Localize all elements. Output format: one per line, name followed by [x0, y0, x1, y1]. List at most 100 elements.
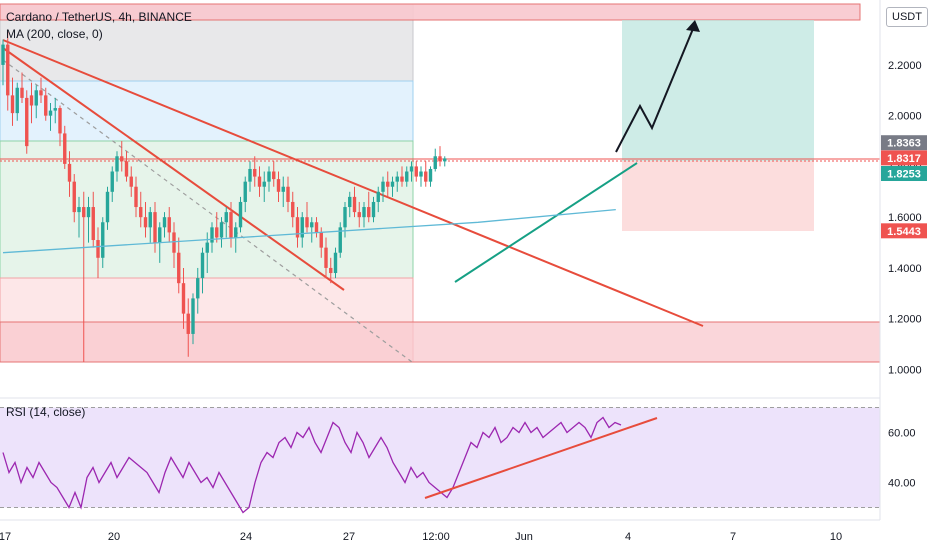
- candle: [248, 161, 252, 192]
- candle: [210, 222, 214, 253]
- candle-body: [234, 227, 238, 238]
- trendline-red-short: [2, 47, 345, 291]
- candle-body: [200, 252, 205, 279]
- candle: [295, 207, 300, 248]
- candle-body: [167, 217, 171, 233]
- candle: [172, 222, 176, 268]
- candle-body: [110, 171, 114, 192]
- candle-body: [77, 207, 81, 213]
- candle: [314, 217, 319, 238]
- candle-body: [438, 156, 442, 162]
- candle: [200, 247, 205, 294]
- candle: [272, 161, 276, 187]
- price-axis[interactable]: 2.20002.00001.80001.60001.40001.20001.00…: [888, 60, 922, 377]
- projection-arrow-head: [686, 20, 700, 32]
- candle-body: [143, 217, 148, 228]
- candle-body: [272, 171, 276, 180]
- support-zone: [0, 321, 881, 363]
- candle: [15, 82, 19, 121]
- candle-body: [153, 212, 157, 243]
- candle-body: [333, 252, 338, 274]
- candle: [400, 166, 404, 187]
- candle-body: [82, 207, 86, 218]
- blue-zone: [0, 80, 414, 142]
- price-badge: 1.5443: [881, 223, 927, 239]
- candle: [433, 148, 437, 172]
- candle: [72, 174, 76, 223]
- candle-body: [120, 156, 124, 162]
- price-badge: 1.8363: [881, 135, 927, 151]
- rsi-tick-label: 60.00: [888, 428, 916, 440]
- candle-body: [186, 313, 190, 334]
- candle: [148, 207, 152, 243]
- candle-body: [305, 217, 309, 228]
- candle: [25, 90, 29, 154]
- candle-body: [300, 217, 304, 238]
- candle-body: [243, 181, 247, 202]
- candle: [262, 171, 266, 202]
- candle: [162, 212, 167, 238]
- candle-body: [376, 191, 380, 202]
- time-tick-label: 17: [0, 531, 11, 543]
- candle-body: [34, 90, 38, 106]
- price-tick-label: 1.2000: [888, 314, 922, 326]
- time-axis[interactable]: 17 20 24 27 12:00 Jun 4 7 10: [0, 531, 842, 543]
- price-badge-text: 1.8317: [887, 153, 921, 165]
- candle: [257, 166, 262, 197]
- candle: [91, 191, 95, 248]
- candle-body: [58, 108, 62, 134]
- candle: [348, 191, 352, 218]
- candle-body: [67, 163, 72, 182]
- candles-layer: [1, 31, 447, 362]
- rsi-axis[interactable]: 60.00 40.00: [888, 428, 916, 490]
- candle: [177, 237, 181, 294]
- candle: [82, 191, 86, 362]
- candle: [386, 171, 390, 197]
- candle: [129, 166, 133, 197]
- candle-body: [281, 186, 285, 192]
- rsi-tick-label: 40.00: [888, 478, 916, 490]
- candle-body: [414, 166, 418, 177]
- candle: [101, 217, 105, 268]
- candle: [267, 166, 271, 192]
- currency-button[interactable]: USDT: [886, 7, 928, 27]
- candle-body: [314, 222, 319, 233]
- candle: [286, 176, 290, 213]
- candle: [300, 212, 304, 248]
- candle: [215, 212, 219, 243]
- candle-body: [386, 181, 390, 187]
- candle: [310, 217, 314, 243]
- candle-body: [181, 283, 186, 314]
- candle-body: [15, 87, 19, 114]
- candle: [139, 191, 143, 228]
- candle-body: [215, 227, 219, 238]
- time-tick-label: 20: [108, 531, 120, 543]
- candle-body: [352, 196, 357, 213]
- candle-body: [395, 176, 399, 182]
- candle: [10, 77, 15, 126]
- time-tick-label: 27: [343, 531, 355, 543]
- candle: [39, 77, 43, 103]
- price-labels: 1.8363 1.8317 1.8253 1.5443: [881, 135, 927, 239]
- candle: [305, 201, 309, 233]
- candle: [191, 293, 195, 345]
- candle-body: [409, 166, 414, 172]
- candle-body: [405, 171, 409, 182]
- candle-body: [44, 95, 48, 116]
- candle: [34, 85, 38, 119]
- candle-body: [238, 201, 243, 228]
- candle: [409, 161, 414, 182]
- candle: [338, 222, 342, 258]
- time-tick-label: 7: [730, 531, 736, 543]
- candle-body: [129, 176, 133, 187]
- candle-body: [158, 227, 162, 243]
- candle: [44, 87, 48, 121]
- candle: [333, 247, 338, 279]
- candle-body: [338, 227, 342, 253]
- candle-body: [148, 212, 152, 228]
- candle: [186, 298, 190, 357]
- candle-body: [101, 222, 105, 258]
- candle: [343, 201, 347, 238]
- candle: [48, 102, 53, 131]
